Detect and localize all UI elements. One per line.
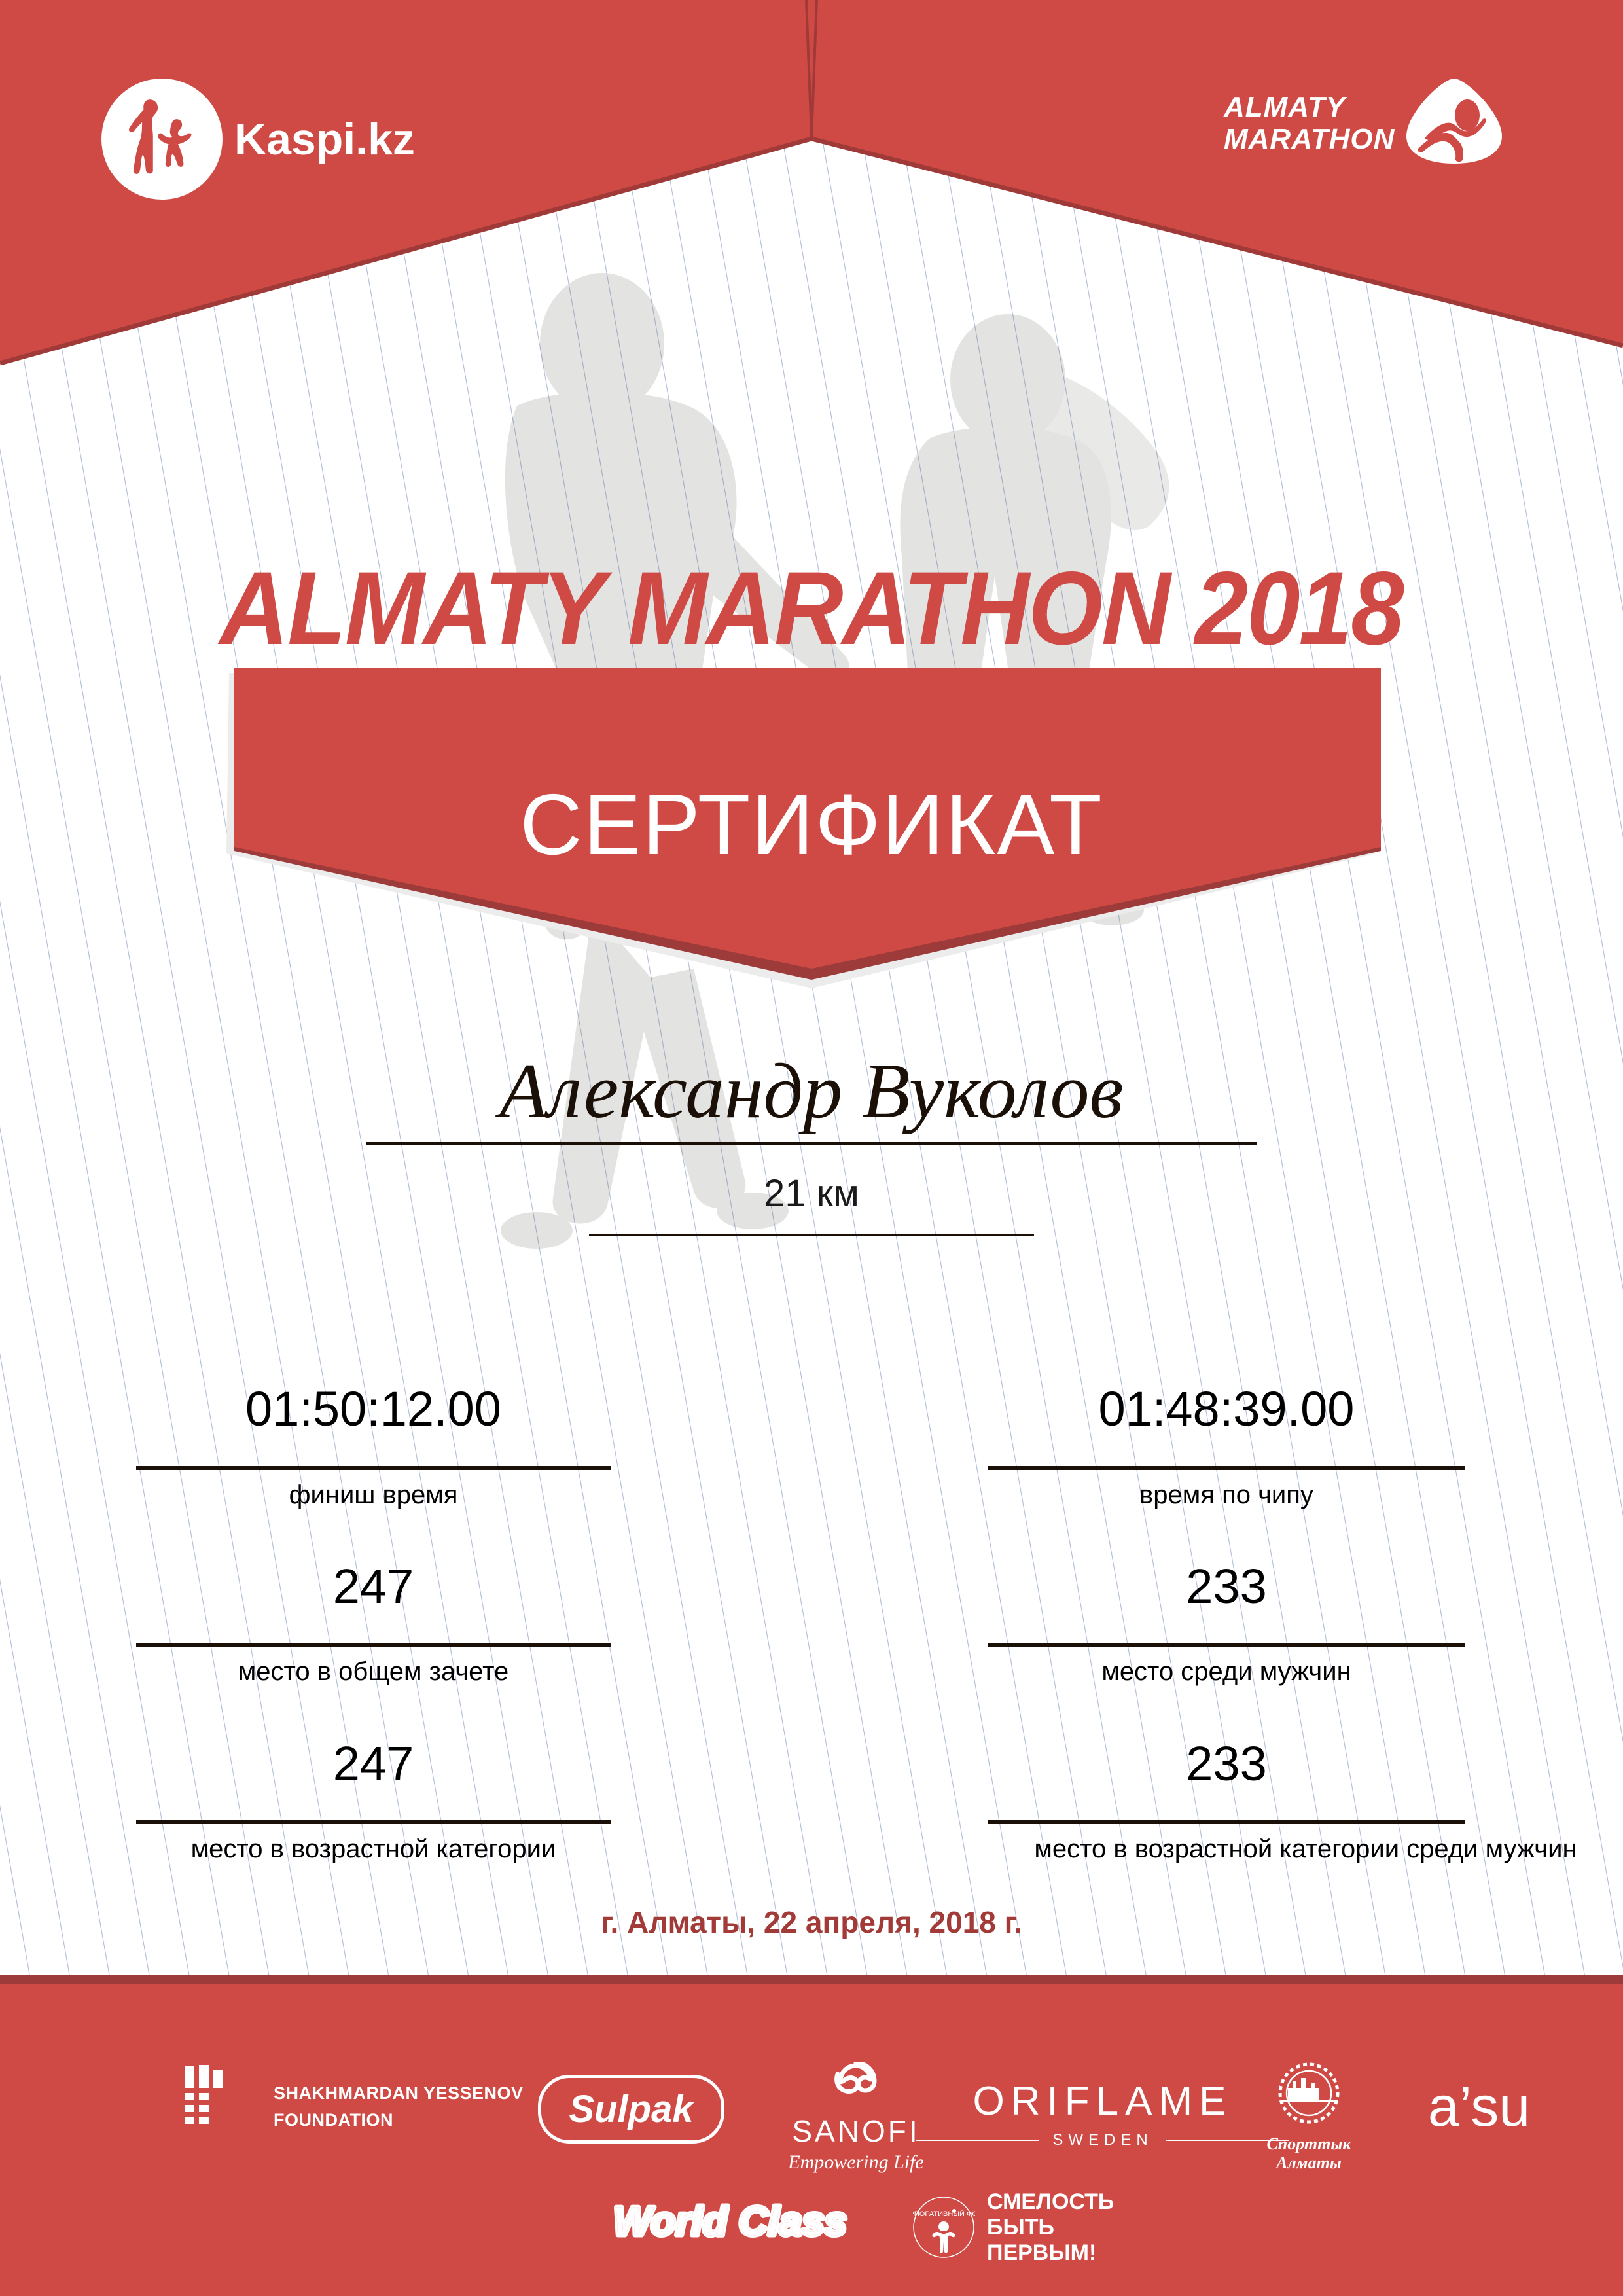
svg-text:КОРПОРАТИВНЫЙ ФОНД: КОРПОРАТИВНЫЙ ФОНД (913, 2210, 975, 2218)
svg-text:СЕРТИФИКАТ: СЕРТИФИКАТ (520, 776, 1103, 872)
svg-text:World Class: World Class (613, 2199, 847, 2244)
